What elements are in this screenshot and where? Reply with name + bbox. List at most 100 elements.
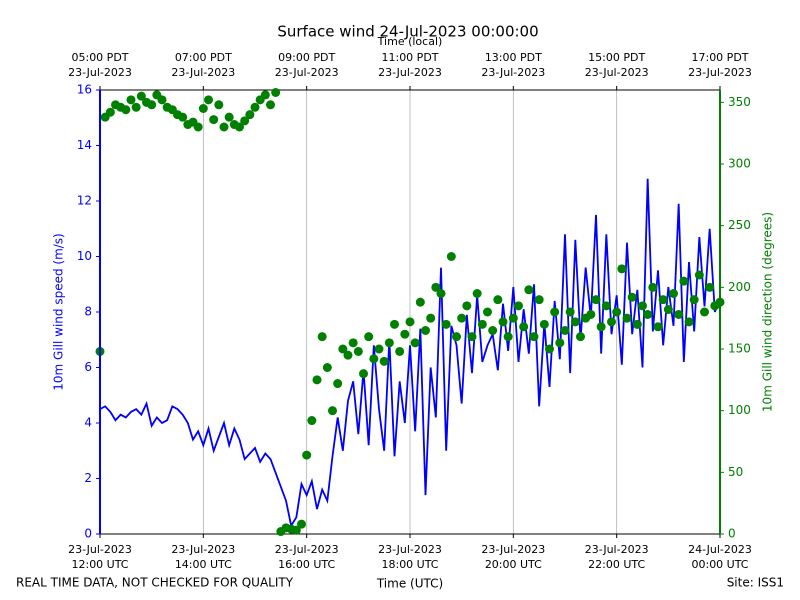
y-tick-label: 10 (77, 249, 92, 263)
direction-point (431, 282, 441, 292)
direction-point (302, 450, 312, 460)
direction-point (374, 344, 384, 354)
direction-point (705, 282, 715, 292)
x-tick-label: 12:00 UTC (71, 558, 128, 571)
direction-point (379, 356, 389, 366)
x-tick-label: 23-Jul-2023 (481, 543, 545, 556)
direction-point (193, 122, 203, 132)
direction-point (322, 363, 332, 372)
direction-point (390, 319, 399, 329)
speed-line (99, 178, 721, 529)
direction-point (607, 317, 616, 327)
direction-point (441, 319, 451, 329)
direction-point (524, 285, 534, 295)
x-tick-label: 23-Jul-2023 (68, 543, 132, 556)
direction-point (328, 406, 337, 416)
x-axis-title: Time (UTC) (376, 577, 443, 591)
x2-tick-label: 23-Jul-2023 (481, 66, 545, 79)
y-tick-label: 6 (84, 360, 92, 374)
direction-point (534, 295, 544, 305)
direction-point (462, 301, 472, 311)
x2-tick-label: 05:00 PDT (71, 51, 128, 64)
direction-point (694, 270, 704, 280)
x2-tick-label: 07:00 PDT (175, 51, 232, 64)
direction-point (147, 100, 157, 110)
direction-point (514, 301, 523, 311)
direction-point (446, 252, 456, 261)
x2-tick-label: 23-Jul-2023 (378, 66, 442, 79)
direction-point (498, 317, 508, 327)
direction-point (405, 317, 415, 327)
direction-point (483, 307, 492, 317)
y-tick-label: 16 (77, 83, 92, 97)
direction-point (591, 295, 601, 305)
direction-point (689, 295, 699, 305)
x-tick-label: 23-Jul-2023 (171, 543, 235, 556)
direction-point (601, 301, 611, 311)
direction-point (415, 297, 425, 307)
x-tick-label: 14:00 UTC (175, 558, 232, 571)
x2-tick-label: 13:00 PDT (485, 51, 542, 64)
y-tick-label: 14 (77, 138, 92, 152)
y-tick-label: 2 (84, 471, 92, 485)
direction-point (529, 332, 539, 342)
direction-point (410, 338, 420, 348)
y2-tick-label: 100 (728, 403, 751, 417)
x2-tick-label: 17:00 PDT (691, 51, 748, 64)
x-tick-label: 23-Jul-2023 (585, 543, 649, 556)
direction-point (209, 115, 219, 125)
direction-point (457, 313, 467, 323)
y2-tick-label: 350 (728, 95, 751, 109)
x2-tick-label: 23-Jul-2023 (68, 66, 132, 79)
direction-point (136, 91, 146, 101)
direction-point (467, 332, 477, 342)
direction-point (426, 313, 436, 323)
x2-tick-label: 15:00 PDT (588, 51, 645, 64)
x-tick-label: 24-Jul-2023 (688, 543, 752, 556)
direction-point (348, 338, 358, 348)
direction-point (632, 319, 642, 329)
direction-point (648, 282, 658, 292)
footer-right: Site: ISS1 (727, 576, 784, 590)
footer-left: REAL TIME DATA, NOT CHECKED FOR QUALITY (16, 576, 294, 590)
direction-point (493, 295, 503, 305)
direction-point (395, 346, 405, 356)
direction-point (338, 344, 348, 354)
y2-tick-label: 300 (728, 157, 751, 171)
direction-point (157, 95, 167, 105)
y-tick-label: 8 (84, 305, 92, 319)
direction-point (472, 289, 482, 298)
direction-point (312, 375, 322, 385)
direction-point (421, 326, 430, 335)
x2-axis-title: Time (local) (377, 35, 443, 48)
direction-point (343, 350, 353, 360)
direction-point (617, 264, 627, 274)
direction-point (658, 295, 668, 305)
x-tick-label: 20:00 UTC (485, 558, 542, 571)
direction-point (684, 317, 694, 327)
direction-point (198, 104, 208, 113)
direction-point (219, 122, 229, 132)
direction-point (503, 332, 513, 342)
chart-title: Surface wind 24-Jul-2023 00:00:00 (277, 23, 538, 41)
direction-point (488, 326, 498, 335)
direction-point (653, 322, 663, 332)
y-axis-title: 10m Gill wind speed (m/s) (52, 233, 66, 391)
direction-point (105, 107, 115, 117)
direction-point (260, 90, 270, 100)
x2-tick-label: 23-Jul-2023 (275, 66, 339, 79)
x-tick-label: 18:00 UTC (381, 558, 438, 571)
direction-point (669, 289, 678, 298)
direction-point (240, 116, 250, 126)
direction-point (369, 354, 379, 364)
direction-point (364, 332, 374, 342)
direction-point (214, 100, 224, 110)
y-tick-label: 0 (84, 527, 92, 541)
direction-point (643, 309, 653, 319)
direction-point (353, 346, 363, 356)
direction-point (674, 309, 684, 319)
direction-point (550, 307, 560, 317)
y2-tick-label: 200 (728, 280, 751, 294)
